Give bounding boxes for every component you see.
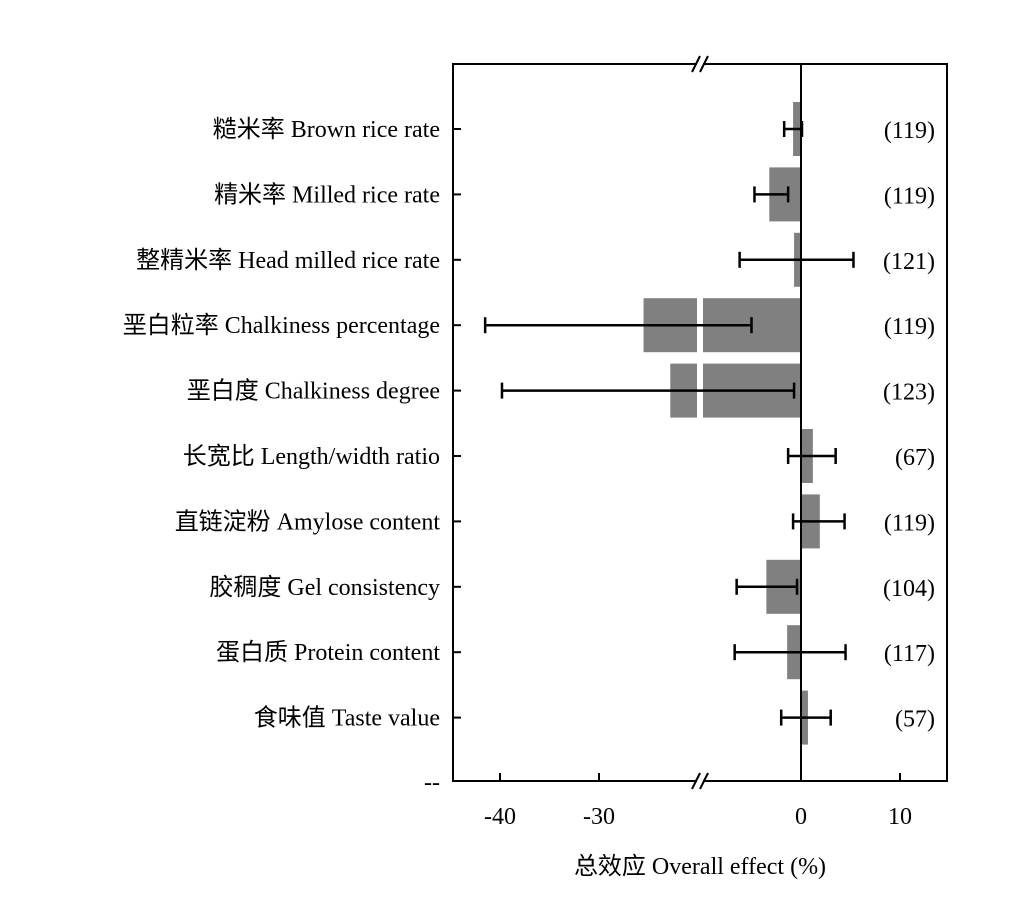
sample-size-label: (119) xyxy=(884,314,935,340)
x-axis-title: 总效应 Overall effect (%) xyxy=(574,853,826,880)
category-label: 长宽比 Length/width ratio xyxy=(183,443,440,470)
category-label: 精米率 Milled rice rate xyxy=(214,181,440,208)
sample-size-label: (119) xyxy=(884,118,935,144)
sample-size-label: (119) xyxy=(884,183,935,209)
plot-frame xyxy=(452,63,948,782)
axis-break-slash xyxy=(691,55,701,73)
category-label: 胶稠度 Gel consistency xyxy=(209,574,440,601)
x-tick-label: 10 xyxy=(888,804,912,830)
axis-break-marks xyxy=(691,55,709,790)
x-tick-label: 0 xyxy=(795,804,807,830)
x-tick-label: -40 xyxy=(484,804,516,830)
axis-break-gap xyxy=(697,777,703,785)
sample-size-labels: (119) (119) (121) (119) (123) (67) (119) (104) (… xyxy=(883,118,935,733)
category-label: 垩白粒率 Chalkiness percentage xyxy=(123,312,440,339)
y-axis-stub-label: -- xyxy=(424,770,440,796)
x-tick-label: -30 xyxy=(583,804,615,830)
sample-size-label: (119) xyxy=(884,510,935,536)
bars-layer xyxy=(643,102,820,745)
axis-break-slash xyxy=(699,55,709,73)
sample-size-label: (121) xyxy=(883,249,935,275)
category-label: 食味值 Taste value xyxy=(254,705,440,732)
category-label: 直链淀粉 Amylose content xyxy=(175,508,441,535)
sample-size-label: (104) xyxy=(883,576,935,602)
axis-break-gap xyxy=(697,60,703,68)
axis-break-slash xyxy=(691,772,701,790)
sample-size-label: (117) xyxy=(884,641,935,667)
sample-size-label: (57) xyxy=(895,707,935,733)
category-label: 整精米率 Head milled rice rate xyxy=(136,247,440,274)
category-labels: 糙米率 Brown rice rate 精米率 Milled rice rate 整… xyxy=(123,116,461,732)
x-axis: -40 -30 0 10 xyxy=(484,773,912,830)
category-label: 糙米率 Brown rice rate xyxy=(213,116,440,143)
sample-size-label: (123) xyxy=(883,380,935,406)
axis-break-slash xyxy=(699,772,709,790)
category-label: 蛋白质 Protein content xyxy=(216,639,440,666)
category-label: 垩白度 Chalkiness degree xyxy=(187,378,440,405)
sample-size-label: (67) xyxy=(895,445,935,471)
